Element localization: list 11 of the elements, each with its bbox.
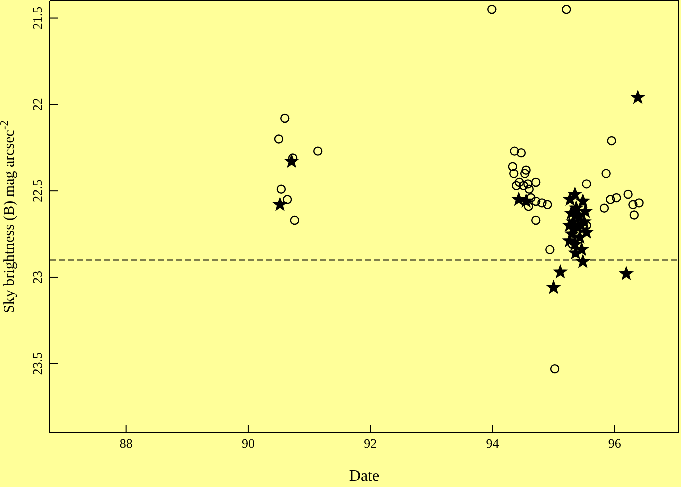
- x-tick-label: 90: [242, 436, 255, 452]
- x-tick-label: 92: [364, 436, 378, 452]
- x-tick-label: 96: [608, 436, 622, 452]
- y-tick-label: 21.5: [30, 6, 45, 30]
- y-tick-label: 23.5: [30, 352, 45, 376]
- x-tick-label: 88: [120, 436, 133, 452]
- x-axis-title: Date: [349, 468, 380, 485]
- y-tick-label: 22: [30, 98, 45, 112]
- y-tick-label: 22.5: [30, 180, 45, 202]
- x-tick-label: 94: [486, 436, 500, 452]
- y-tick-label: 23: [30, 270, 45, 284]
